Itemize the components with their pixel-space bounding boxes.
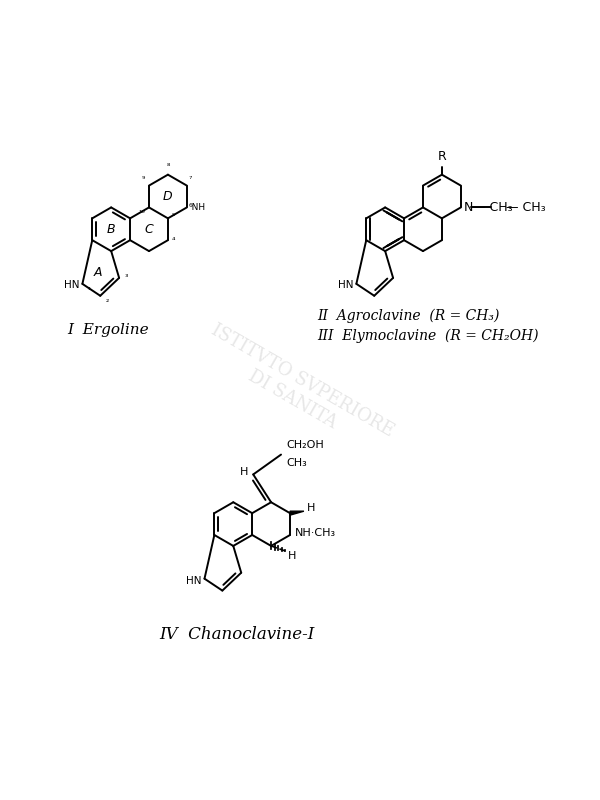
Text: — CH₃: — CH₃: [506, 201, 546, 214]
Text: IV  Chanoclavine-I: IV Chanoclavine-I: [159, 626, 314, 643]
Text: R: R: [437, 150, 446, 162]
Text: ⁵: ⁵: [172, 212, 175, 221]
Text: H: H: [307, 503, 315, 514]
Text: ³: ³: [124, 274, 127, 282]
Text: N: N: [464, 201, 473, 214]
Text: ⁹: ⁹: [142, 174, 145, 183]
Text: HN: HN: [186, 576, 202, 586]
Text: CH₃: CH₃: [286, 458, 307, 467]
Text: H: H: [240, 467, 248, 478]
Text: D: D: [163, 190, 173, 203]
Text: ISTITVTO SVPERIORE
DI SANITA: ISTITVTO SVPERIORE DI SANITA: [198, 322, 398, 459]
Text: A: A: [94, 266, 103, 279]
Text: — CH₃: — CH₃: [473, 201, 512, 214]
Text: ⁷: ⁷: [189, 174, 192, 183]
Text: ⁴: ⁴: [172, 236, 175, 245]
Text: HN: HN: [338, 280, 353, 290]
Text: HN: HN: [64, 280, 79, 290]
Text: I  Ergoline: I Ergoline: [68, 322, 149, 337]
Text: ¹: ¹: [88, 286, 91, 295]
Polygon shape: [290, 511, 304, 515]
Text: CH₂OH: CH₂OH: [286, 440, 324, 450]
Text: II  Agroclavine  (R = CH₃): II Agroclavine (R = CH₃): [317, 309, 500, 323]
Text: NH·CH₃: NH·CH₃: [295, 528, 336, 538]
Text: ⁶NH: ⁶NH: [189, 203, 206, 212]
Text: B: B: [107, 222, 115, 236]
Text: ⁸: ⁸: [166, 162, 170, 170]
Text: C: C: [145, 222, 154, 236]
Text: ¹⁰: ¹⁰: [138, 210, 145, 218]
Text: III  Elymoclavine  (R = CH₂OH): III Elymoclavine (R = CH₂OH): [317, 329, 539, 343]
Text: ²: ²: [105, 298, 109, 306]
Text: H: H: [288, 551, 296, 561]
